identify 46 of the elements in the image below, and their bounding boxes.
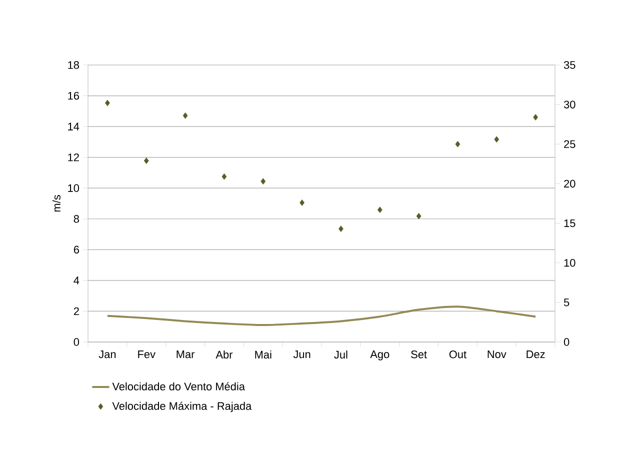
x-tick-label: Jun <box>293 350 310 358</box>
point <box>105 100 110 106</box>
point <box>533 114 538 120</box>
y-tick-label: 16 <box>68 92 79 100</box>
point <box>455 140 460 148</box>
point <box>494 136 500 143</box>
y2-tick-label: 5 <box>564 298 570 306</box>
x-tick-label: Mar <box>176 350 195 358</box>
y-tick-label: 10 <box>68 184 80 192</box>
y-tick-label: 14 <box>68 122 80 130</box>
y-tick-label: 0 <box>74 338 80 346</box>
x-tick-label: Out <box>449 350 466 358</box>
point <box>338 226 344 232</box>
x-tick-label: Jul <box>334 350 348 359</box>
y2-tick-label: 25 <box>564 140 576 148</box>
y-tick-label: 6 <box>74 246 79 254</box>
point <box>260 178 266 185</box>
y2-tick-label: 10 <box>564 258 576 267</box>
point <box>182 112 188 119</box>
y-tick-label: 4 <box>74 276 80 284</box>
x-tick-label: Dez <box>526 350 545 358</box>
y-tick-label: 8 <box>74 215 79 223</box>
point <box>416 212 422 220</box>
y2-tick-label: 30 <box>564 100 576 108</box>
x-tick-label: Fev <box>138 350 156 358</box>
point <box>144 158 149 164</box>
x-tick-label: Ago <box>370 350 390 360</box>
point <box>300 200 304 206</box>
line-series <box>106 306 537 326</box>
y2-tick-label: 20 <box>564 180 576 188</box>
x-tick-label: Set <box>411 350 427 358</box>
x-tick-label: Jan <box>98 350 116 358</box>
x-tick-label: Abr <box>216 350 233 359</box>
y-tick-label: 18 <box>68 61 79 69</box>
y2-tick-label: 35 <box>564 61 576 69</box>
y-tick-label: 12 <box>68 154 79 162</box>
point <box>377 206 382 214</box>
legend-label: Velocidade do Vento Média <box>112 382 245 390</box>
y-axis-title: m/s <box>52 195 60 212</box>
point <box>222 173 227 180</box>
x-tick-label: Nov <box>488 350 506 358</box>
y-tick-label: 2 <box>74 307 79 316</box>
y2-tick-label: 15 <box>564 219 576 228</box>
x-tick-label: Mai <box>255 350 272 359</box>
legend-label: Velocidade Máxima - Rajada <box>112 402 252 412</box>
y2-tick-label: 0 <box>564 338 570 346</box>
